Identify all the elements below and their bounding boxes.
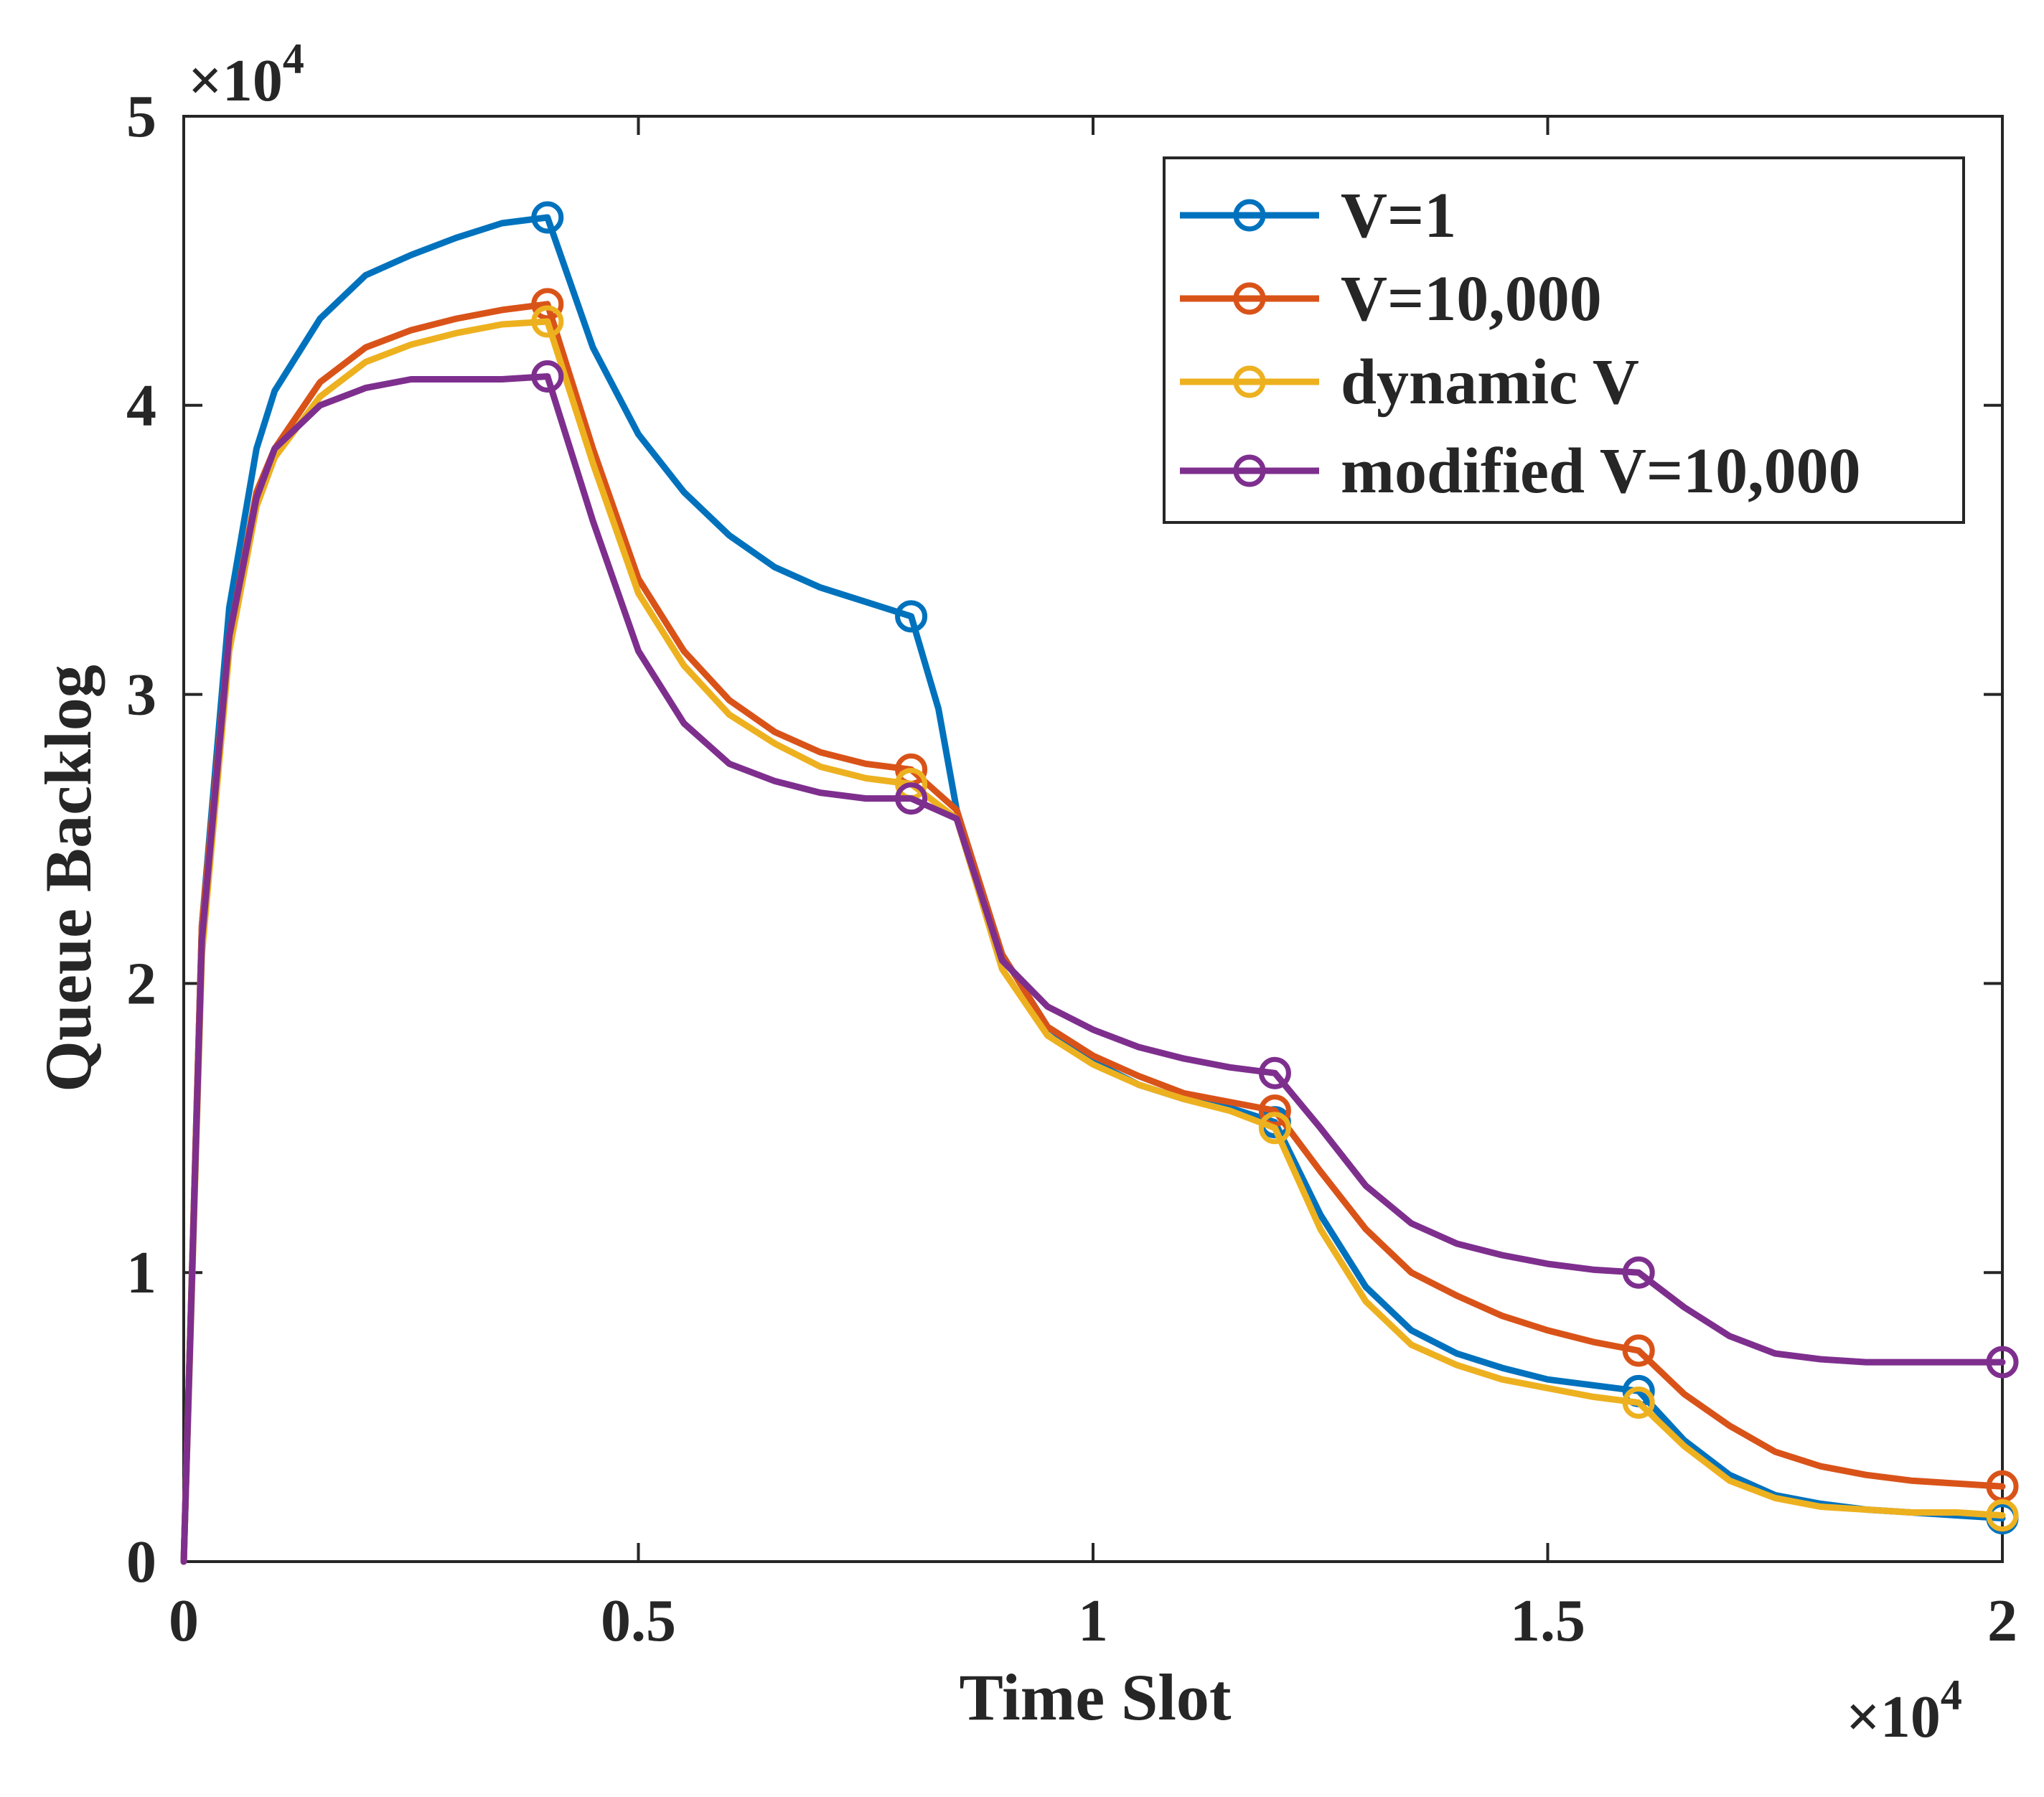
- series-modified-v-10-000: [180, 360, 2019, 1565]
- x-tick-label: 0: [169, 1587, 199, 1654]
- x-tick-label: 2: [1987, 1587, 2017, 1654]
- legend-label: dynamic V: [1341, 347, 1639, 418]
- y-tick-label: 3: [126, 662, 156, 728]
- series-v-10-000: [180, 288, 2019, 1565]
- y-tick-label: 1: [126, 1239, 156, 1306]
- legend-label: V=1: [1341, 180, 1456, 251]
- legend-marker-sample: [1233, 365, 1266, 398]
- data-point-marker: [1986, 1346, 2019, 1379]
- legend-item: modified V=10,000: [1180, 436, 1861, 507]
- data-point-marker: [1258, 1056, 1291, 1089]
- legend-marker-sample: [1233, 454, 1266, 487]
- series-line: [180, 373, 2006, 1565]
- legend-item: dynamic V: [1180, 347, 1639, 418]
- legend-label: modified V=10,000: [1341, 436, 1861, 507]
- x-axis: 0 0.5 1 1.5 2: [169, 116, 2017, 1654]
- legend-item: V=10,000: [1180, 263, 1602, 334]
- y-tick-label: 4: [126, 372, 156, 439]
- series-dynamic-v: [180, 305, 2019, 1565]
- legend-marker-sample: [1233, 282, 1266, 315]
- legend-marker-sample: [1233, 199, 1266, 232]
- series-line: [180, 301, 2006, 1565]
- series-layer: [180, 201, 2019, 1565]
- x-tick-label: 0.5: [601, 1587, 676, 1654]
- data-point-marker: [531, 360, 564, 393]
- y-tick-label: 2: [126, 950, 156, 1017]
- x-axis-label: Time Slot: [959, 1661, 1231, 1734]
- legend: V=1 V=10,000 dynamic V modified V=10,000: [1163, 156, 1965, 524]
- y-axis-label: Queue Backlog: [32, 665, 105, 1092]
- legend-label: V=10,000: [1341, 263, 1602, 334]
- legend-item: V=1: [1180, 180, 1456, 251]
- y-axis-multiplier: ×104: [188, 35, 304, 114]
- x-axis-multiplier: ×104: [1846, 1671, 1962, 1750]
- x-tick-label: 1: [1078, 1587, 1108, 1654]
- data-point-marker: [1258, 1112, 1291, 1145]
- x-tick-label: 1.5: [1510, 1587, 1585, 1654]
- data-point-marker: [531, 305, 564, 338]
- y-tick-label: 5: [126, 83, 156, 150]
- data-point-marker: [1258, 1094, 1291, 1127]
- data-point-marker: [531, 201, 564, 234]
- data-point-marker: [895, 782, 928, 815]
- data-point-marker: [1986, 1499, 2019, 1532]
- data-point-marker: [895, 600, 928, 633]
- y-axis: 0 1 2 3 4 5: [126, 83, 2002, 1595]
- legend-box: [1163, 156, 1965, 524]
- series-line: [180, 318, 2006, 1565]
- data-point-marker: [531, 288, 564, 321]
- data-point-marker: [1622, 1386, 1655, 1419]
- y-tick-label: 0: [126, 1529, 156, 1595]
- data-point-marker: [1622, 1256, 1655, 1289]
- data-point-marker: [1622, 1334, 1655, 1367]
